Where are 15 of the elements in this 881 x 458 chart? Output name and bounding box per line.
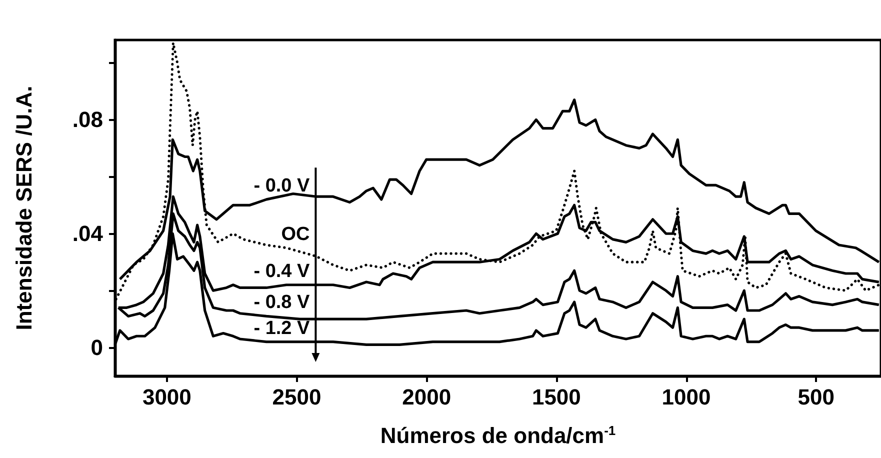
series-label: - 0.8 V [254,292,310,314]
x-tick-label: 1500 [532,384,581,410]
series-label: - 1.2 V [254,318,310,339]
y-tick-label: .04 [72,221,104,246]
y-tick-label: 0 [90,335,103,360]
x-tick-label: 2500 [272,384,322,410]
y-tick-label: .08 [72,107,103,132]
series-label: - 0.4 V [254,260,310,282]
x-tick-label: 1000 [662,384,711,410]
x-tick-label: 2000 [402,384,452,410]
series-label: - 0.0 V [254,175,310,196]
x-tick-label: 3000 [142,384,192,410]
x-tick-label: 500 [798,384,834,410]
y-axis-title: Intensidade SERS /U.A. [12,86,36,330]
series-label: OC [281,224,310,245]
